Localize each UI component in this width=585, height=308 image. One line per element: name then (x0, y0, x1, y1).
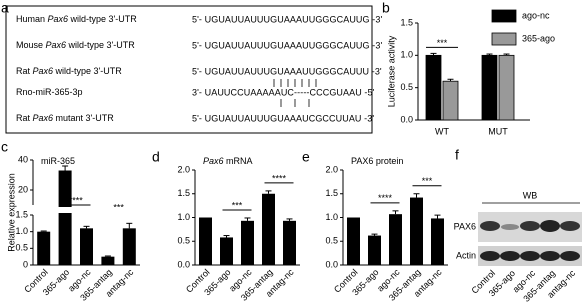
row-label: Rat Pax6 wild-type 3'-UTR (16, 66, 122, 76)
y-tick-label: 1.0 (325, 212, 338, 222)
chart-title: Pax6 mRNA (203, 156, 253, 166)
y-tick-label: 0.5 (15, 243, 28, 253)
y-tick-label: 1.0 (400, 50, 413, 60)
y-tick-label: 2.0 (177, 164, 190, 174)
row-label: Mouse Pax6 wild-type 3'-UTR (16, 40, 135, 50)
panel-label: f (455, 147, 459, 163)
panel-label: b (382, 0, 390, 16)
bar (101, 256, 115, 265)
y-tick-label: 1.5 (325, 188, 338, 198)
y-tick-label: 1.5 (15, 209, 28, 219)
bar (498, 54, 515, 121)
y-tick-label: 0.5 (177, 236, 190, 246)
sequence: 5'- UGUAUUAUUUGUAAAUCGCCUUAU -3' (192, 113, 374, 123)
sequence: 3'- UAUUCCUAAAAAUC-----CCCGUAAU -5' (192, 87, 375, 97)
sig-label: **** (378, 193, 393, 203)
panel-label: d (152, 149, 160, 165)
bar (410, 197, 423, 265)
axis-break (27, 207, 140, 213)
band-label: Actin (456, 250, 476, 260)
bar (425, 54, 442, 121)
x-tick-label: MUT (488, 126, 508, 136)
title-part: mRNA (224, 156, 253, 166)
bar (220, 237, 233, 265)
y-tick-label: 0 (23, 259, 28, 269)
bar (80, 228, 93, 265)
band-label: PAX6 (454, 221, 476, 231)
label-part: Human (16, 14, 48, 24)
label-part: wild-type 3'-UTR (66, 40, 135, 50)
title-part: miR-365 (41, 156, 75, 166)
bar (262, 193, 275, 265)
panel-label: e (302, 149, 310, 165)
y-tick-label: 0.0 (400, 114, 413, 124)
panel-a-box (5, 5, 373, 134)
y-axis-label: Relative expression (6, 173, 16, 252)
label-part: Rat (16, 66, 33, 76)
chart-title: PAX6 protein (351, 156, 403, 166)
blot (478, 202, 582, 266)
y-tick-label: 0.5 (325, 236, 338, 246)
sequence: 5'- UGUAUUAUUUGUAAAUUGGGCAUUG -3' (192, 14, 382, 24)
y-tick-label: 40 (18, 154, 28, 164)
y-tick-label: 0.0 (325, 259, 338, 269)
x-tick-label: WT (435, 126, 449, 136)
y-tick-label: 1.5 (400, 17, 413, 27)
label-part: Pax6 (33, 113, 54, 123)
label-part: Mouse (16, 40, 46, 50)
title-part: PAX6 protein (351, 156, 403, 166)
row-label: Human Pax6 wild-type 3'-UTR (16, 14, 137, 24)
label-part: mutant 3'-UTR (53, 113, 114, 123)
label-part: Pax6 (33, 66, 54, 76)
sequence: 5'- UGUAUUAUUUGUAAAUUGGGCAUUU -3' (192, 66, 382, 76)
row-label: Rat Pax6 mutant 3'-UTR (16, 113, 114, 123)
pairing-lines (273, 79, 317, 107)
bar (58, 170, 72, 265)
label-part: wild-type 3'-UTR (53, 66, 122, 76)
sig-label: **** (272, 173, 287, 183)
sig-label: *** (422, 176, 433, 186)
y-tick-label: 1.0 (15, 226, 28, 236)
y-axis-label: Luciferase activity (386, 35, 396, 107)
bar (347, 217, 360, 265)
y-tick-label: 0.0 (177, 259, 190, 269)
bar (481, 54, 498, 121)
y-tick-label: 2.0 (325, 164, 338, 174)
bar (283, 220, 296, 265)
legend-swatch (491, 32, 517, 46)
label-part: Rat (16, 113, 33, 123)
bar (199, 217, 212, 265)
sequence: 5'- UGUAUUAUUUGUAAAUUGGGCAUUG -3' (192, 40, 382, 50)
y-tick-label: 1.5 (177, 188, 190, 198)
panel-label: c (1, 139, 8, 155)
bar (442, 80, 459, 121)
bar (368, 235, 381, 265)
bar (241, 220, 254, 265)
title-part: Pax6 (203, 156, 224, 166)
bar (389, 214, 402, 265)
bar (122, 228, 136, 265)
legend-label: ago-nc (522, 10, 550, 20)
sig-label: **** (69, 195, 84, 205)
label-part: Rno-miR-365-3p (16, 87, 83, 97)
label-part: Pax6 (48, 14, 69, 24)
bar (37, 231, 51, 265)
panel-label: a (1, 0, 9, 16)
label-part: wild-type 3'-UTR (68, 14, 137, 24)
sig-label: *** (437, 38, 448, 48)
blot-header: WB (523, 190, 538, 200)
bar (431, 218, 444, 265)
y-tick-label: 1.0 (177, 212, 190, 222)
label-part: Pax6 (46, 40, 67, 50)
y-tick-label: 0.5 (400, 82, 413, 92)
y-tick-label: 20 (18, 184, 28, 194)
row-label: Rno-miR-365-3p (16, 87, 83, 97)
sig-label: *** (232, 200, 243, 210)
chart-title: miR-365 (41, 156, 75, 166)
legend-label: 365-ago (522, 33, 555, 43)
legend-swatch (491, 9, 517, 23)
